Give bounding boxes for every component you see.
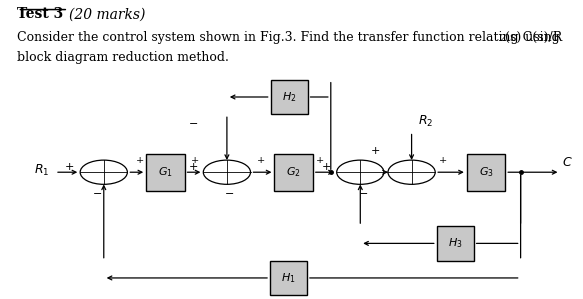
Text: +: + bbox=[136, 155, 145, 164]
Text: $-$: $-$ bbox=[92, 187, 102, 197]
Text: (20 marks): (20 marks) bbox=[69, 7, 146, 22]
Text: $H_3$: $H_3$ bbox=[448, 237, 462, 250]
Text: $-$: $-$ bbox=[224, 187, 234, 197]
Text: $C$: $C$ bbox=[562, 155, 573, 169]
Text: Consider the control system shown in Fig.3. Find the transfer function relating : Consider the control system shown in Fig… bbox=[17, 31, 563, 44]
Text: $R_1$: $R_1$ bbox=[34, 163, 50, 178]
Text: +: + bbox=[65, 162, 75, 172]
Text: +: + bbox=[317, 155, 325, 164]
Bar bbox=[467, 154, 505, 190]
Bar bbox=[146, 154, 185, 190]
Text: $R_2$: $R_2$ bbox=[418, 114, 433, 129]
Bar bbox=[275, 154, 313, 190]
Text: +: + bbox=[439, 155, 447, 164]
Text: +: + bbox=[370, 146, 380, 156]
Text: (s) using: (s) using bbox=[505, 31, 560, 44]
Text: +: + bbox=[322, 162, 331, 172]
Text: $-$: $-$ bbox=[357, 187, 368, 197]
Bar bbox=[271, 80, 308, 114]
Text: +: + bbox=[188, 162, 198, 172]
Text: $-$: $-$ bbox=[188, 118, 198, 127]
Text: $G_2$: $G_2$ bbox=[286, 165, 301, 179]
Text: block diagram reduction method.: block diagram reduction method. bbox=[17, 51, 229, 64]
Text: $H_2$: $H_2$ bbox=[282, 90, 296, 104]
Text: 2: 2 bbox=[499, 34, 505, 43]
Bar bbox=[270, 261, 307, 295]
Text: $G_1$: $G_1$ bbox=[158, 165, 173, 179]
Text: Test 3: Test 3 bbox=[17, 7, 64, 22]
Text: +: + bbox=[257, 155, 265, 164]
Text: +: + bbox=[191, 155, 199, 164]
Text: $H_1$: $H_1$ bbox=[281, 271, 296, 285]
Text: $G_3$: $G_3$ bbox=[479, 165, 493, 179]
Bar bbox=[437, 226, 473, 261]
